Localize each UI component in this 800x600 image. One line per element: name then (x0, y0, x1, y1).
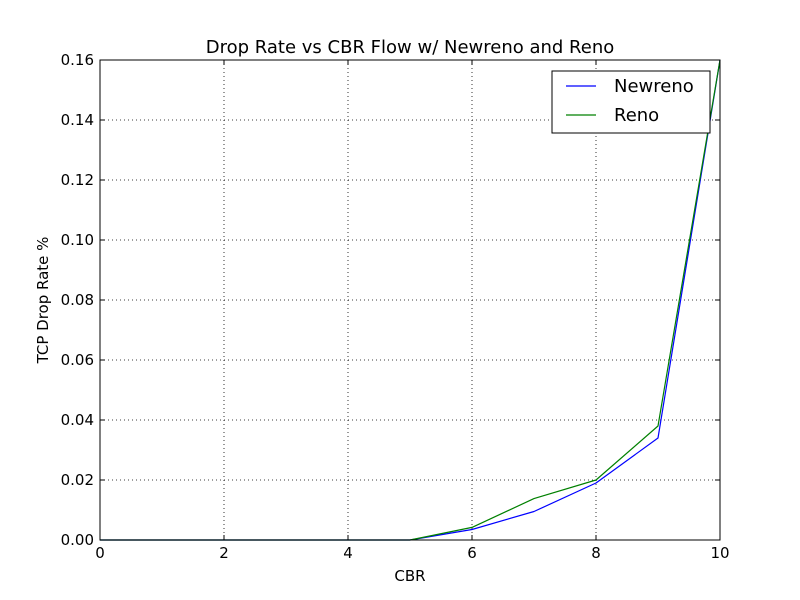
y-tick-label: 0.14 (61, 111, 94, 129)
x-tick-label: 0 (95, 544, 105, 562)
y-tick-label: 0.00 (61, 531, 94, 549)
y-axis-label: TCP Drop Rate % (34, 237, 52, 365)
x-tick-label: 2 (219, 544, 229, 562)
x-tick-label: 6 (467, 544, 477, 562)
axis-ticks: 0 2 4 6 8 10 0.00 0.02 0.04 0.06 0.08 0.10 0.12 0.14 0… (61, 51, 730, 562)
y-tick-label: 0.02 (61, 471, 94, 489)
y-tick-label: 0.08 (61, 291, 94, 309)
x-axis-label: CBR (394, 567, 425, 585)
chart-title: Drop Rate vs CBR Flow w/ Newreno and Ren… (206, 37, 615, 58)
y-tick-label: 0.12 (61, 171, 94, 189)
x-tick-label: 4 (343, 544, 353, 562)
x-tick-label: 10 (710, 544, 729, 562)
legend: Newreno Reno (551, 70, 711, 134)
legend-label-newreno: Newreno (614, 76, 694, 97)
y-tick-label: 0.04 (61, 411, 94, 429)
y-tick-label: 0.16 (61, 51, 94, 69)
y-tick-label: 0.06 (61, 351, 94, 369)
y-tick-label: 0.10 (61, 231, 94, 249)
legend-label-reno: Reno (614, 105, 659, 126)
legend-box (551, 70, 711, 134)
x-tick-label: 8 (591, 544, 601, 562)
